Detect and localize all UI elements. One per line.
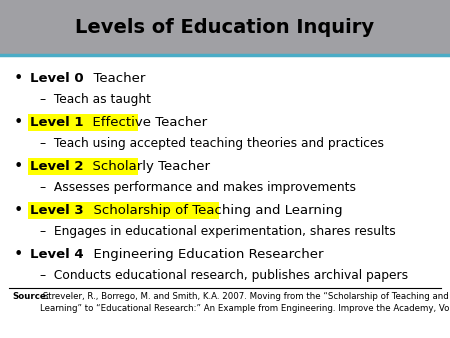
Text: •: • [14,71,22,86]
Text: –  Assesses performance and makes improvements: – Assesses performance and makes improve… [40,181,356,194]
Text: Levels of Education Inquiry: Levels of Education Inquiry [76,18,374,37]
Text: Streveler, R., Borrego, M. and Smith, K.A. 2007. Moving from the “Scholarship of: Streveler, R., Borrego, M. and Smith, K.… [40,292,450,313]
Text: Scholarly Teacher: Scholarly Teacher [85,160,211,173]
Text: Engineering Education Researcher: Engineering Education Researcher [85,248,323,261]
Text: –  Engages in educational experimentation, shares results: – Engages in educational experimentation… [40,225,396,238]
Text: Scholarship of Teaching and Learning: Scholarship of Teaching and Learning [85,204,342,217]
Text: Level 0: Level 0 [30,72,84,85]
Bar [0,0,450,55]
Text: •: • [14,159,22,174]
Text: Teacher: Teacher [85,72,145,85]
Text: –  Conducts educational research, publishes archival papers: – Conducts educational research, publish… [40,269,408,282]
Text: –  Teach as taught: – Teach as taught [40,93,151,106]
Bar [28,114,138,131]
Text: –  Teach using accepted teaching theories and practices: – Teach using accepted teaching theories… [40,137,384,150]
Text: •: • [14,203,22,218]
Text: Effective Teacher: Effective Teacher [85,116,207,129]
Text: Level 4: Level 4 [30,248,84,261]
Text: •: • [14,115,22,130]
Text: •: • [14,247,22,262]
Bar [28,202,219,219]
Text: Level 2: Level 2 [30,160,84,173]
Text: Level 3: Level 3 [30,204,84,217]
Text: Source:: Source: [12,292,49,301]
Bar [28,158,138,175]
Text: Level 1: Level 1 [30,116,84,129]
